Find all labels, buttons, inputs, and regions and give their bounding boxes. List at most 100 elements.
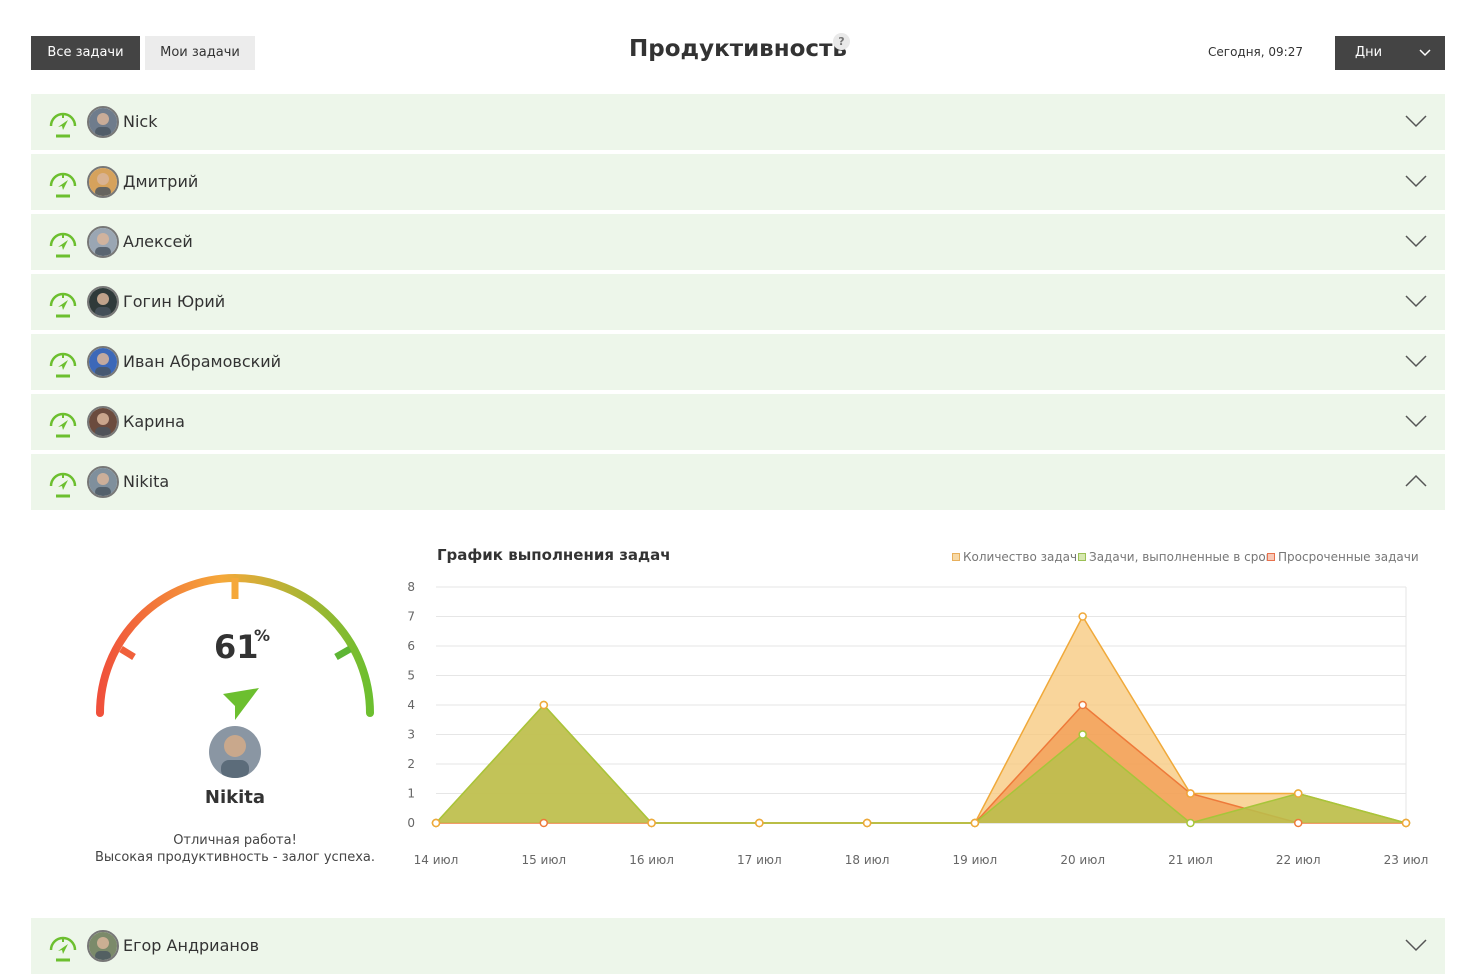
data-point-total [539, 700, 549, 710]
task-chart: 0 1 2 3 4 5 6 7 8 14 июл 15 июл 16 июл 17 июл 18 июл 1… [407, 580, 1429, 867]
x-tick-label: 19 июл [953, 853, 998, 867]
gauge-pointer-icon [223, 688, 259, 720]
user-name: Иван Абрамовский [123, 352, 282, 371]
avatar [87, 106, 119, 138]
legend-swatch-ontime [1078, 553, 1086, 561]
user-name: Nikita [123, 472, 170, 491]
user-name: Егор Андрианов [123, 936, 260, 955]
detail-message-line1: Отличная работа! [173, 833, 297, 848]
user-row[interactable]: Гогин Юрий [31, 274, 1445, 330]
user-name: Гогин Юрий [123, 292, 226, 311]
user-row[interactable]: Дмитрий [31, 154, 1445, 210]
legend-label-total: Количество задач [963, 550, 1078, 564]
avatar [87, 346, 119, 378]
help-icon[interactable]: ? [833, 33, 850, 50]
productivity-gauge-icon [49, 472, 77, 498]
productivity-gauge-icon [49, 936, 77, 962]
data-point-total [1293, 789, 1303, 798]
x-tick-label: 20 июл [1060, 853, 1105, 867]
y-tick-label: 0 [407, 816, 415, 830]
chevron-down-icon[interactable] [1405, 234, 1427, 248]
avatar [87, 930, 119, 962]
current-date: Сегодня, 09:27 [1208, 45, 1303, 59]
y-tick-label: 4 [407, 698, 415, 712]
data-point-total [647, 818, 656, 828]
legend-label-overdue: Просроченные задачи [1278, 550, 1419, 564]
user-row[interactable]: Карина [31, 394, 1445, 450]
productivity-gauge-icon [49, 172, 77, 198]
chevron-down-icon[interactable] [1405, 114, 1427, 128]
productivity-value: 61 [214, 628, 259, 666]
legend-item-overdue[interactable]: Просроченные задачи [1267, 550, 1419, 564]
series-area-overdue [436, 705, 1406, 823]
productivity-gauge-icon [49, 412, 77, 438]
data-point-total [1078, 612, 1087, 621]
y-tick-label: 6 [407, 639, 415, 653]
data-point-total [862, 818, 872, 828]
x-tick-label: 17 июл [737, 853, 782, 867]
tab-my-tasks[interactable]: Мои задачи [145, 36, 255, 70]
tab-all-tasks[interactable]: Все задачи [31, 36, 140, 70]
y-tick-label: 5 [407, 669, 415, 683]
y-tick-label: 1 [407, 787, 415, 801]
chevron-down-icon[interactable] [1405, 354, 1427, 368]
period-select-value: Дни [1355, 45, 1383, 60]
user-row[interactable]: Егор Андрианов [31, 918, 1445, 974]
data-point-total [970, 818, 980, 828]
legend-label-ontime: Задачи, выполненные в срок [1089, 550, 1273, 564]
user-name: Карина [123, 412, 185, 431]
data-point-overdue [539, 818, 549, 828]
avatar [87, 226, 119, 258]
data-point-total [1401, 818, 1411, 828]
avatar [87, 286, 119, 318]
data-point-ontime [1078, 730, 1087, 739]
productivity-gauge-icon [49, 292, 77, 318]
legend-item-ontime[interactable]: Задачи, выполненные в срок [1078, 550, 1273, 564]
user-row[interactable]: Nick [31, 94, 1445, 150]
chevron-down-icon[interactable] [1405, 174, 1427, 188]
data-point-overdue [1078, 700, 1087, 710]
x-tick-label: 16 июл [629, 853, 674, 867]
y-tick-label: 3 [407, 728, 415, 742]
user-name: Nick [123, 112, 158, 131]
series-line-ontime [435, 703, 1407, 824]
data-point-total [755, 818, 764, 828]
user-name: Дмитрий [123, 172, 199, 191]
productivity-unit: % [254, 626, 271, 645]
chevron-down-icon [1419, 49, 1431, 57]
y-tick-label: 8 [407, 580, 415, 594]
period-select[interactable]: Дни [1335, 36, 1445, 70]
avatar [209, 726, 261, 778]
y-tick-label: 7 [407, 610, 415, 624]
user-row[interactable]: Алексей [31, 214, 1445, 270]
x-tick-label: 22 июл [1276, 853, 1321, 867]
chevron-down-icon[interactable] [1405, 414, 1427, 428]
user-name: Алексей [123, 232, 193, 251]
user-row[interactable]: Nikita [31, 454, 1445, 510]
x-tick-label: 18 июл [845, 853, 890, 867]
y-tick-label: 2 [407, 757, 415, 771]
productivity-gauge [96, 574, 374, 717]
productivity-gauge-icon [49, 232, 77, 258]
user-row[interactable]: Иван Абрамовский [31, 334, 1445, 390]
user-detail-panel: 61 % Nikita Отличная работа! Высокая про… [31, 510, 1445, 910]
x-tick-label: 23 июл [1384, 853, 1429, 867]
legend-item-total[interactable]: Количество задач [952, 550, 1077, 564]
chevron-down-icon[interactable] [1405, 938, 1427, 952]
data-point-total [431, 818, 441, 828]
chevron-down-icon[interactable] [1405, 294, 1427, 308]
avatar [87, 466, 119, 498]
productivity-gauge-icon [49, 112, 77, 138]
detail-message-line2: Высокая продуктивность - залог успеха. [94, 850, 375, 865]
x-tick-label: 14 июл [414, 853, 459, 867]
avatar [87, 406, 119, 438]
top-bar: Все задачи Мои задачи Продуктивность ? С… [0, 0, 1476, 90]
legend-swatch-total [952, 553, 960, 561]
data-point-ontime [1186, 818, 1195, 828]
detail-user-name: Nikita [204, 787, 266, 808]
chevron-up-icon[interactable] [1405, 474, 1427, 488]
data-point-total [1186, 789, 1195, 798]
x-tick-label: 15 июл [521, 853, 566, 867]
page-title: Продуктивность [629, 36, 847, 62]
productivity-gauge-icon [49, 352, 77, 378]
